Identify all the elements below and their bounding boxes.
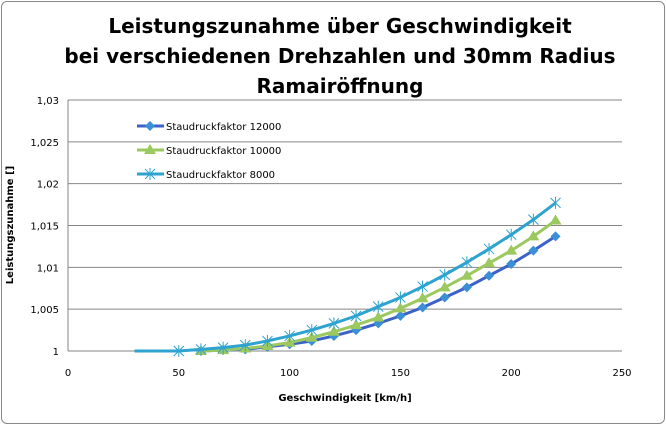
data-point-diamond xyxy=(395,310,406,321)
data-point-triangle xyxy=(527,230,540,241)
legend-label: Staudruckfaktor 8000 xyxy=(166,170,275,181)
data-point-star xyxy=(528,213,539,226)
x-tick-label: 0 xyxy=(65,368,71,379)
data-point-triangle xyxy=(460,269,473,280)
data-point-diamond xyxy=(550,231,561,242)
data-point-star xyxy=(306,324,318,337)
data-point-triangle xyxy=(144,144,156,154)
data-point-star xyxy=(417,280,428,293)
data-point-triangle xyxy=(394,302,407,313)
y-tick-label: 1,01 xyxy=(37,263,59,274)
x-axis-label: Geschwindigkeit [km/h] xyxy=(278,393,411,404)
data-point-star xyxy=(372,300,384,313)
data-point-triangle xyxy=(438,281,451,292)
y-tick-label: 1,02 xyxy=(37,180,59,191)
data-point-star xyxy=(284,329,295,342)
data-point-star xyxy=(239,339,251,352)
chart-title-line-1: Leistungszunahme über Geschwindigkeit xyxy=(108,14,572,38)
chart-title-line-3: Ramairöffnung xyxy=(257,74,424,98)
data-point-star xyxy=(144,168,156,180)
data-point-star xyxy=(550,196,561,209)
data-point-triangle xyxy=(505,244,518,255)
series-line-staudruckfaktor-8000 xyxy=(134,201,557,353)
x-tick-label: 50 xyxy=(172,368,185,379)
data-point-star xyxy=(461,256,473,269)
x-tick-label: 100 xyxy=(280,368,299,379)
y-tick-label: 1,03 xyxy=(37,96,59,107)
legend-label: Staudruckfaktor 10000 xyxy=(166,146,281,157)
data-point-triangle xyxy=(350,319,363,330)
legend-label: Staudruckfaktor 12000 xyxy=(166,122,281,133)
y-axis-label: Leistungszunahme [] xyxy=(5,166,16,284)
series-line-staudruckfaktor-12000 xyxy=(200,235,557,353)
data-point-triangle xyxy=(549,214,562,225)
y-tick-label: 1,005 xyxy=(30,305,59,316)
data-point-star xyxy=(328,317,340,330)
x-tick-label: 200 xyxy=(502,368,521,379)
data-point-star xyxy=(350,309,362,322)
data-point-star xyxy=(217,341,229,354)
data-point-triangle xyxy=(305,331,318,342)
data-point-diamond xyxy=(506,258,517,269)
data-point-diamond xyxy=(461,282,472,293)
x-tick-label: 250 xyxy=(612,368,631,379)
data-point-star xyxy=(395,291,406,304)
chart-title-line-2: bei verschiedenen Drehzahlen und 30mm Ra… xyxy=(64,44,615,68)
data-point-triangle xyxy=(483,257,496,268)
data-point-star xyxy=(173,345,185,357)
data-point-diamond xyxy=(439,292,450,303)
y-tick-label: 1,025 xyxy=(30,138,59,149)
x-tick-label: 150 xyxy=(391,368,410,379)
y-tick-label: 1 xyxy=(53,347,59,358)
data-point-diamond xyxy=(417,302,428,313)
data-point-star xyxy=(483,242,495,255)
data-point-diamond xyxy=(528,245,539,256)
data-point-star xyxy=(262,334,273,347)
data-point-star xyxy=(195,343,207,356)
data-point-diamond xyxy=(145,121,155,131)
data-point-star xyxy=(439,268,451,281)
data-point-triangle xyxy=(327,325,340,336)
y-tick-label: 1,015 xyxy=(30,222,59,233)
data-point-triangle xyxy=(372,311,385,322)
data-point-diamond xyxy=(484,270,495,281)
data-point-star xyxy=(505,228,517,241)
data-point-triangle xyxy=(416,292,429,303)
